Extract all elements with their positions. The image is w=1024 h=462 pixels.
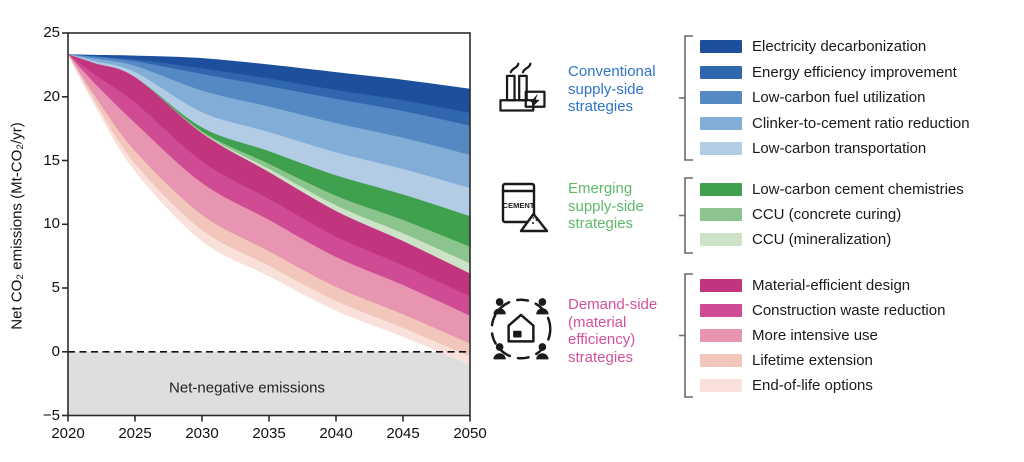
legend-item-label: Low-carbon fuel utilization bbox=[752, 89, 926, 106]
legend-item-label: Material-efficient design bbox=[752, 276, 911, 294]
legend-swatch bbox=[700, 208, 742, 221]
y-tick-label: 20 bbox=[43, 87, 60, 105]
net-negative-zone-label: Net-negative emissions bbox=[169, 379, 325, 397]
legend-item-label: Low-carbon cement chemistries bbox=[752, 181, 964, 198]
legend-item-label: Low-carbon transportation bbox=[752, 139, 927, 157]
legend-bracket bbox=[679, 273, 693, 398]
y-tick-label: 15 bbox=[43, 151, 60, 169]
legend-item: Low-carbon transportation bbox=[700, 140, 926, 157]
community-demand-icon bbox=[490, 298, 552, 360]
x-tick-label: 2050 bbox=[453, 425, 487, 442]
legend-swatch bbox=[700, 303, 742, 317]
legend-item-label: Energy efficiency improvement bbox=[752, 63, 957, 81]
legend-item: CCU (mineralization) bbox=[700, 231, 891, 248]
legend-item: Lifetime extension bbox=[700, 352, 873, 369]
legend-item: End-of-life options bbox=[700, 377, 873, 394]
y-tick-label: 10 bbox=[43, 215, 60, 233]
legend-item: Electricity decarbonization bbox=[700, 38, 926, 55]
legend-item-label: CCU (concrete curing) bbox=[752, 206, 902, 223]
y-tick-label: 0 bbox=[51, 342, 60, 360]
legend-group-label-emerging: Emerging supply-side strategies bbox=[568, 180, 644, 232]
legend-item: More intensive use bbox=[700, 327, 878, 344]
legend-swatch bbox=[700, 328, 742, 342]
legend-group-label-demand: Demand-side (material efficiency) strate… bbox=[568, 296, 658, 366]
svg-text:CEMENT: CEMENT bbox=[503, 201, 535, 210]
legend-item: Construction waste reduction bbox=[700, 302, 945, 319]
legend-swatch bbox=[700, 233, 742, 246]
x-tick-label: 2025 bbox=[118, 425, 152, 442]
y-axis-title: Net CO₂ emissions (Mt-CO₂/yr) bbox=[8, 122, 26, 330]
legend-swatch bbox=[700, 65, 742, 79]
y-tick-label: 25 bbox=[43, 24, 60, 41]
y-tick-label: 5 bbox=[51, 279, 60, 296]
legend-swatch bbox=[700, 183, 742, 196]
legend-item: CCU (concrete curing) bbox=[700, 206, 901, 223]
legend-item-label: Construction waste reduction bbox=[752, 301, 946, 319]
legend-item-label: Clinker-to-cement ratio reduction bbox=[752, 114, 970, 132]
legend-item: Material-efficient design bbox=[700, 277, 910, 294]
legend-swatch bbox=[700, 141, 742, 155]
legend-bracket bbox=[679, 177, 693, 254]
band-end-of-life-options bbox=[68, 54, 470, 365]
legend-item-label: CCU (mineralization) bbox=[752, 231, 892, 248]
y-tick-label: −5 bbox=[42, 406, 60, 424]
legend-item-label: Electricity decarbonization bbox=[752, 38, 927, 55]
legend-item-label: Lifetime extension bbox=[752, 352, 873, 369]
legend-swatch bbox=[700, 379, 742, 392]
x-tick-label: 2020 bbox=[51, 425, 85, 442]
legend-item-label: End-of-life options bbox=[752, 377, 873, 394]
cement-bag-icon: CEMENT bbox=[501, 182, 549, 233]
net-negative-zone bbox=[68, 351, 470, 416]
x-tick-label: 2035 bbox=[252, 425, 286, 442]
legend-item: Low-carbon fuel utilization bbox=[700, 89, 925, 106]
factory-icon bbox=[499, 62, 546, 112]
legend-swatch bbox=[700, 278, 742, 292]
x-tick-label: 2045 bbox=[386, 425, 420, 442]
x-tick-label: 2030 bbox=[185, 425, 219, 442]
legend-group-label-conventional: Conventional supply-side strategies bbox=[568, 63, 656, 115]
legend-swatch bbox=[700, 116, 742, 130]
x-tick-label: 2040 bbox=[319, 425, 353, 442]
legend-bracket bbox=[679, 35, 693, 161]
legend-item: Energy efficiency improvement bbox=[700, 64, 957, 81]
legend-swatch bbox=[700, 91, 742, 104]
legend-swatch bbox=[700, 40, 742, 53]
legend-item-label: More intensive use bbox=[752, 326, 878, 344]
stacked-bands bbox=[68, 54, 470, 365]
legend-swatch bbox=[700, 354, 742, 367]
legend-item: Clinker-to-cement ratio reduction bbox=[700, 115, 970, 132]
legend-item: Low-carbon cement chemistries bbox=[700, 181, 964, 198]
